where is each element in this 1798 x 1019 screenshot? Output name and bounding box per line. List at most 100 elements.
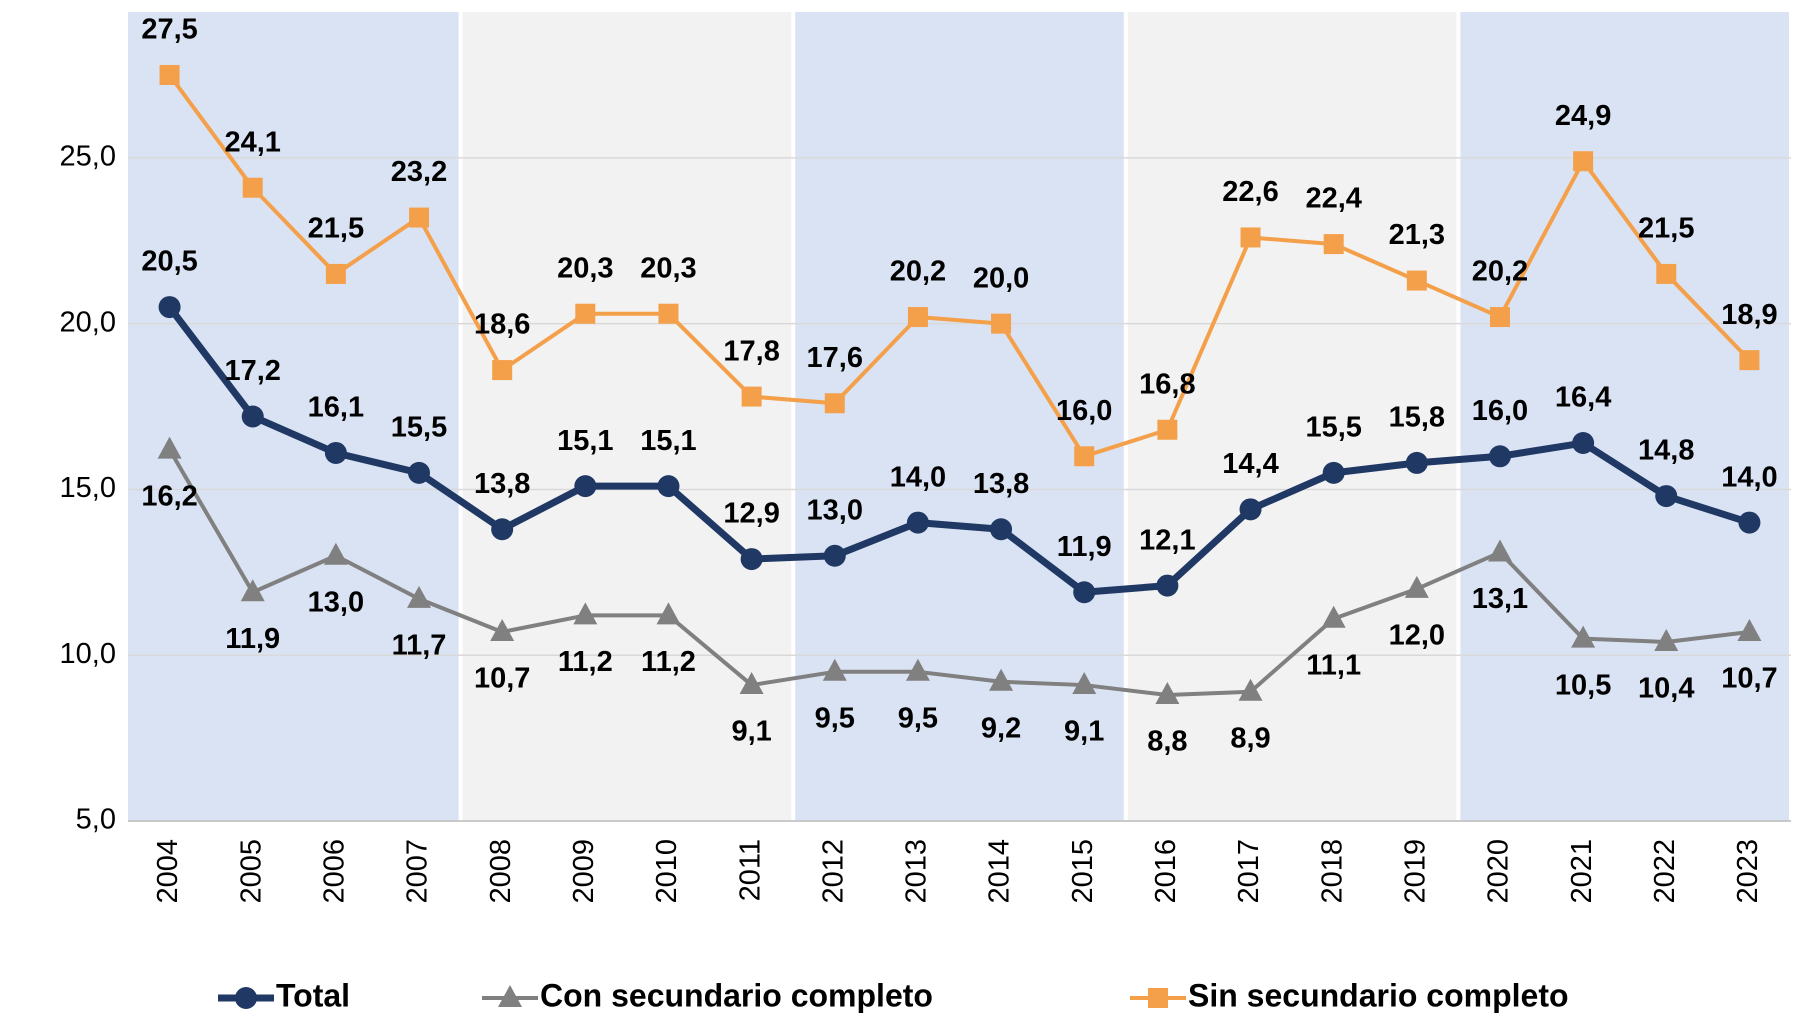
data-point: [1156, 574, 1179, 597]
series-line: [167, 73, 1751, 459]
x-tick-label: 2017: [1233, 839, 1265, 904]
legend-item: Con secundario completo: [482, 977, 933, 1013]
series-line: [166, 304, 1751, 596]
data-label: 11,9: [225, 623, 280, 655]
data-point: [1321, 605, 1346, 628]
legend-item: Sin secundario completo: [1130, 977, 1569, 1013]
data-label: 13,8: [973, 468, 1029, 500]
data-label: 12,1: [1139, 524, 1195, 556]
data-point: [1072, 672, 1097, 695]
data-point: [490, 619, 515, 642]
data-label: 11,2: [641, 646, 696, 678]
x-tick-label: 2005: [235, 839, 267, 904]
data-label: 11,1: [1306, 649, 1361, 681]
x-tick-label: 2021: [1566, 839, 1598, 904]
data-label: 20,0: [973, 262, 1029, 294]
data-label: 15,1: [640, 425, 696, 457]
data-point: [240, 579, 265, 602]
y-tick-label: 10,0: [60, 638, 116, 670]
x-tick-label: 2009: [568, 839, 600, 904]
data-point: [823, 544, 846, 567]
data-label: 14,0: [890, 461, 946, 493]
x-tick-label: 2014: [984, 839, 1016, 904]
data-label: 13,0: [308, 586, 364, 618]
data-label: 9,5: [898, 702, 938, 734]
data-label: 11,7: [392, 630, 447, 662]
data-point: [658, 303, 679, 324]
data-label: 16,2: [141, 480, 197, 512]
x-tick-label: 2004: [152, 839, 184, 904]
x-tick-label: 2016: [1150, 839, 1182, 904]
data-point: [906, 511, 929, 534]
data-label: 9,2: [981, 712, 1021, 744]
data-label: 15,5: [1305, 412, 1361, 444]
y-tick-label: 25,0: [60, 141, 116, 173]
data-point: [158, 296, 181, 319]
data-point: [159, 64, 180, 85]
y-tick-label: 5,0: [76, 804, 116, 836]
data-point: [1323, 234, 1344, 255]
data-label: 8,8: [1147, 726, 1187, 758]
data-point: [491, 518, 514, 541]
data-point: [824, 393, 845, 414]
data-label: 10,5: [1555, 669, 1611, 701]
data-point: [1157, 419, 1178, 440]
data-label: 13,8: [474, 468, 530, 500]
data-point: [989, 668, 1014, 691]
x-tick-label: 2013: [901, 839, 933, 904]
data-point: [1404, 575, 1429, 598]
data-point: [741, 386, 762, 407]
x-tick-label: 2008: [485, 839, 517, 904]
legend-item: Total: [218, 977, 350, 1013]
x-tick-label: 2018: [1316, 839, 1348, 904]
data-point: [905, 658, 930, 681]
data-point: [407, 585, 432, 608]
data-label: 15,5: [391, 412, 447, 444]
x-tick-label: 2022: [1649, 839, 1681, 904]
data-point: [575, 303, 596, 324]
legend-marker: [235, 987, 257, 1009]
data-point: [574, 475, 597, 498]
data-point: [1406, 270, 1427, 291]
data-point: [822, 658, 847, 681]
data-label: 20,5: [141, 246, 197, 278]
data-point: [1489, 307, 1510, 328]
data-label: 18,9: [1721, 299, 1777, 331]
x-tick-label: 2023: [1732, 839, 1764, 904]
data-label: 8,9: [1230, 722, 1270, 754]
legend-label: Con secundario completo: [540, 977, 933, 1013]
data-point: [990, 518, 1013, 541]
data-point: [1655, 485, 1678, 508]
data-label: 12,0: [1389, 620, 1445, 652]
data-label: 16,8: [1139, 368, 1195, 400]
data-point: [657, 475, 680, 498]
data-label: 24,9: [1555, 100, 1611, 132]
data-label: 20,2: [1472, 256, 1528, 288]
x-tick-label: 2011: [734, 839, 766, 901]
data-label: 11,2: [558, 646, 613, 678]
data-point: [1074, 446, 1095, 467]
data-point: [1322, 461, 1345, 484]
data-label: 21,5: [308, 213, 364, 245]
x-tick-label: 2010: [651, 839, 683, 904]
data-point: [1572, 432, 1595, 455]
data-point: [1073, 581, 1096, 604]
data-label: 15,1: [557, 425, 613, 457]
data-label: 16,0: [1056, 395, 1112, 427]
data-point: [1737, 619, 1762, 642]
data-point: [1240, 227, 1261, 248]
data-point: [408, 461, 431, 484]
data-label: 14,4: [1222, 448, 1278, 480]
data-label: 16,0: [1472, 395, 1528, 427]
period-band: [462, 12, 792, 821]
data-label: 17,6: [807, 342, 863, 374]
legend-label: Sin secundario completo: [1188, 977, 1569, 1013]
x-tick-label: 2012: [817, 839, 849, 904]
data-point: [907, 307, 928, 328]
data-label: 12,9: [723, 498, 779, 530]
data-label: 27,5: [141, 14, 197, 46]
data-point: [573, 602, 598, 625]
period-band: [1127, 12, 1457, 821]
y-tick-label: 20,0: [60, 306, 116, 338]
data-label: 14,8: [1638, 435, 1694, 467]
